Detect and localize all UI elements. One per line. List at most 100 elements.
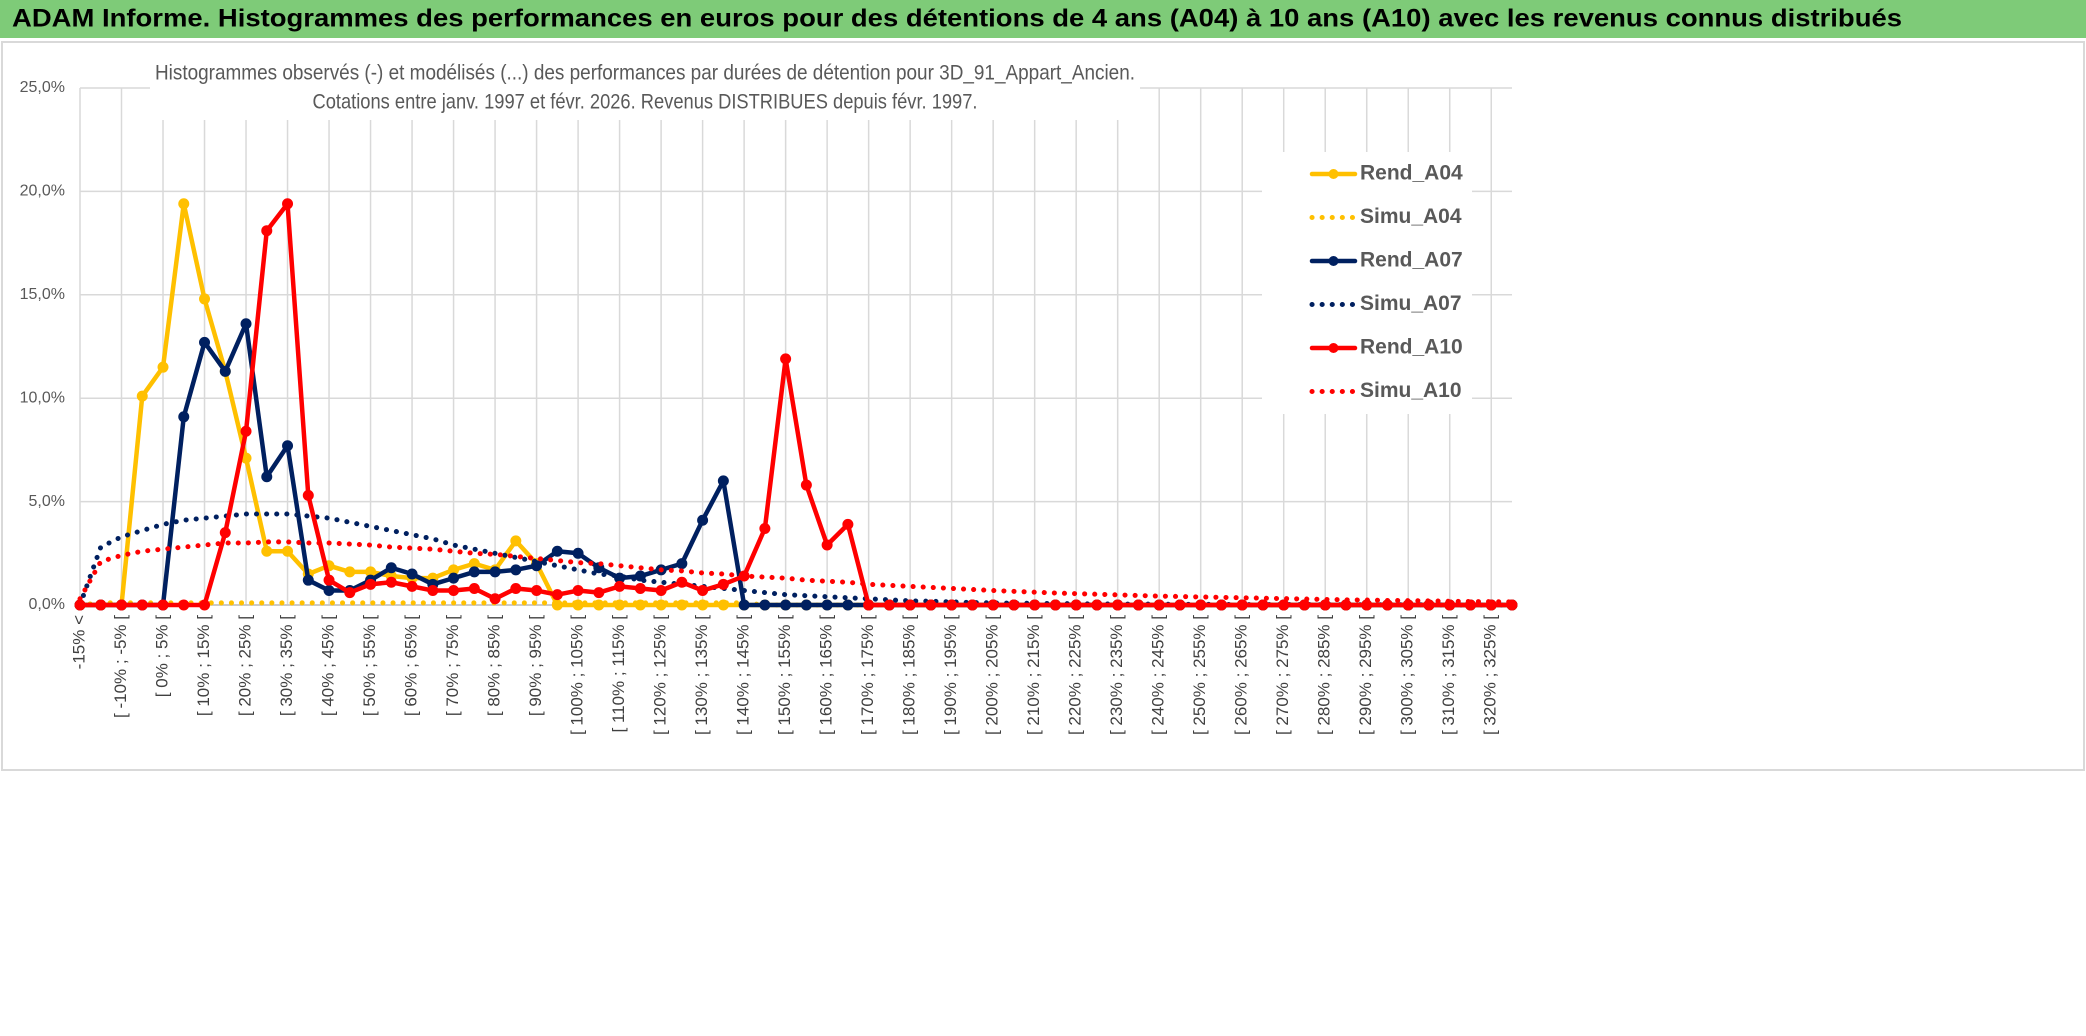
series-marker [1091,599,1103,611]
series-marker [261,545,273,557]
x-tick-label: [ 140% ; 145% [ [734,615,753,735]
legend-box [1262,152,1472,414]
x-tick-label: [ 90% ; 95% [ [526,615,545,716]
series-marker [1029,599,1041,611]
series-marker [385,562,397,574]
x-tick-label: [ 30% ; 35% [ [277,615,296,716]
series-marker [1298,599,1310,611]
x-tick-label: [ 240% ; 245% [ [1149,615,1168,735]
x-tick-label: [ 10% ; 15% [ [194,615,213,716]
series-marker [240,318,252,330]
series-marker [1008,599,1020,611]
x-tick-label: [ 220% ; 225% [ [1066,615,1085,735]
series-marker [365,578,377,590]
series-marker [178,198,190,210]
series-marker [385,576,397,588]
series-marker [614,580,626,592]
series-marker [261,225,273,237]
series-marker [406,568,418,580]
series-marker [1236,599,1248,611]
series-marker [780,599,792,611]
y-tick-label: 15,0% [20,286,65,303]
series-marker [282,545,294,557]
series-marker [510,535,522,547]
series-marker [74,599,86,611]
series-marker [448,585,460,597]
series-marker [282,440,294,452]
x-tick-label: [ 70% ; 75% [ [443,615,462,716]
series-marker [842,518,854,530]
y-tick-label: 20,0% [20,183,65,200]
x-tick-label: [ 300% ; 305% [ [1398,615,1417,735]
series-marker [1257,599,1269,611]
series-marker [697,514,709,526]
x-tick-label: [ 120% ; 125% [ [651,615,670,735]
x-tick-label: [ 100% ; 105% [ [568,615,587,735]
y-tick-label: 10,0% [20,389,65,406]
series-marker [282,198,294,210]
series-marker [489,566,501,578]
chart-frame [1,41,2085,771]
series-marker [593,587,605,599]
x-tick-label: [ 290% ; 295% [ [1356,615,1375,735]
series-marker [1319,599,1331,611]
series-marker [821,539,833,551]
series-marker [199,293,211,305]
series-marker [800,479,812,491]
series-marker [1278,599,1290,611]
series-marker [406,580,418,592]
series-marker [1049,599,1061,611]
series-marker [676,558,688,570]
series-marker [323,574,335,586]
y-tick-label: 25,0% [20,79,65,96]
x-tick-label: [ 270% ; 275% [ [1273,615,1292,735]
series-marker [863,599,875,611]
header-bar [0,0,2086,38]
x-tick-label: [ 280% ; 285% [ [1315,615,1334,735]
legend-marker [1328,169,1339,179]
series-marker [116,599,128,611]
y-tick-label: 0,0% [29,596,65,613]
series-marker [468,566,480,578]
series-marker [1132,599,1144,611]
series-marker [925,599,937,611]
x-tick-label: [ -10% ; -5% [ [111,615,130,718]
series-marker [842,599,854,611]
x-tick-label: [ 210% ; 215% [ [1024,615,1043,735]
series-marker [904,599,916,611]
x-tick-label: [ 320% ; 325% [ [1481,615,1500,735]
x-tick-label: [ 80% ; 85% [ [485,615,504,716]
series-line [77,511,1515,608]
subtitle-box [150,58,1140,120]
series-marker [1112,599,1124,611]
legend-label: Rend_A10 [1360,336,1463,359]
series-marker [302,489,314,501]
plot: 0,0% 5,0% 10,0% 15,0% 20,0% 25,0% -15% < [ -10%… [20,79,1518,735]
series-marker [323,585,335,597]
series-marker [966,599,978,611]
legend-label: Rend_A04 [1360,162,1463,185]
legend-label: Simu_A07 [1360,292,1462,315]
series-marker [344,566,356,578]
series-marker [219,365,231,377]
series-line [77,201,1515,608]
x-tick-label: [ 200% ; 205% [ [983,615,1002,735]
series-marker [551,545,563,557]
series-marker [219,527,231,539]
series-marker [717,475,729,487]
series-marker [178,411,190,423]
legend-label: Simu_A10 [1360,379,1462,402]
series-marker [489,593,501,605]
x-tick-label: [ 60% ; 65% [ [402,615,421,716]
legend: Rend_A04 Simu_A04 Rend_A07 Simu_A07 Rend_A10… [1309,162,1463,402]
series-marker [759,522,771,534]
legend-marker [1328,343,1339,353]
series-marker [157,599,169,611]
series-marker [759,599,771,611]
series-marker [987,599,999,611]
x-tick-label: [ 170% ; 175% [ [858,615,877,735]
series-marker [510,564,522,576]
series-marker [1174,599,1186,611]
series-marker [800,599,812,611]
